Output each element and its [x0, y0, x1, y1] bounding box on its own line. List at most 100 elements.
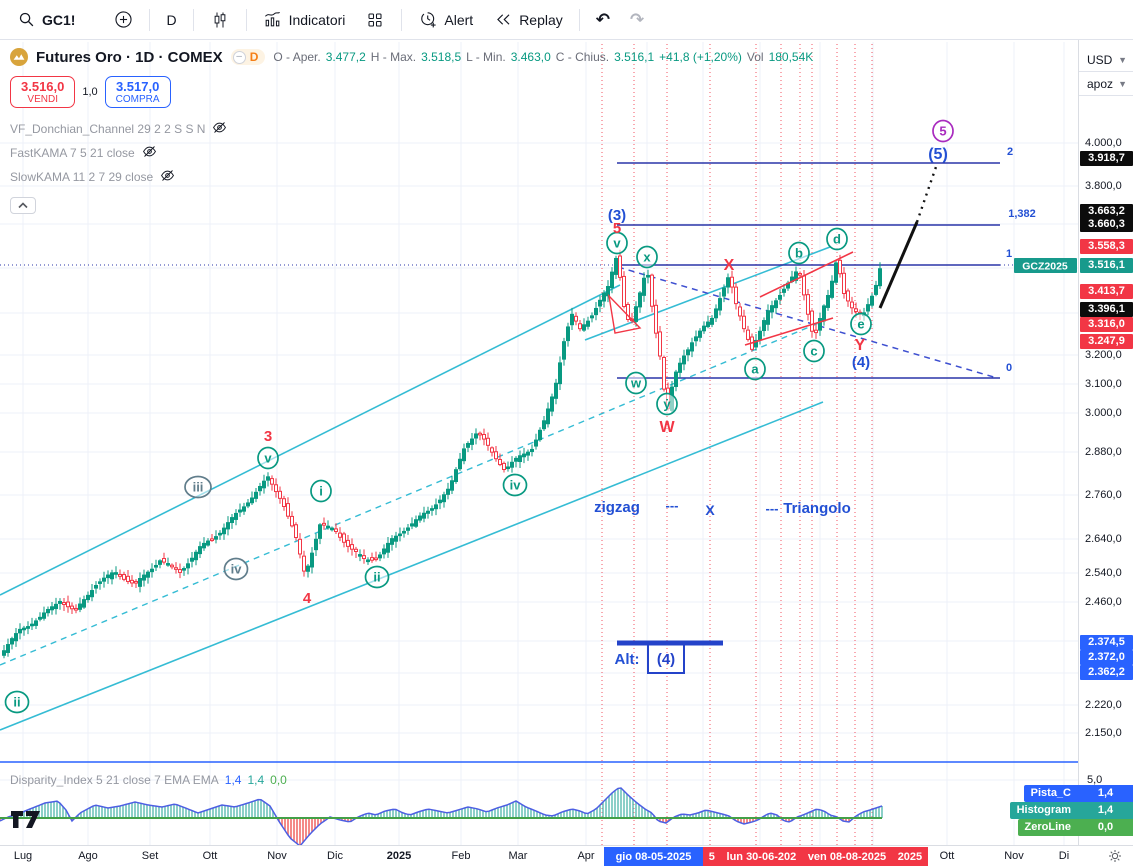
red-trend-lines[interactable]	[607, 251, 854, 346]
zeroline-value: 0,0	[270, 773, 287, 787]
indicators-button[interactable]: Indicatori	[255, 6, 354, 34]
price-badge: 3.316,0	[1080, 316, 1133, 332]
indicator-name: FastKAMA 7 5 21 close	[10, 146, 135, 160]
price-badge: 3.413,7	[1080, 283, 1133, 299]
collapse-legend-button[interactable]	[10, 197, 36, 214]
alt-wave-box[interactable]	[647, 643, 685, 674]
sell-button[interactable]: 3.516,0 VENDI	[10, 76, 76, 108]
interval-toggle[interactable]: – D	[230, 49, 266, 65]
price-badge: 2.362,2	[1080, 664, 1133, 680]
eye-off-icon[interactable]	[160, 168, 175, 186]
axis-settings-gear-icon[interactable]	[1107, 848, 1123, 866]
date-badge-text: gio 08-05-2025	[615, 850, 692, 863]
candlestick-style-icon	[210, 10, 230, 30]
eye-off-icon[interactable]	[212, 120, 227, 138]
chevron-down-icon: ▼	[1118, 54, 1127, 65]
tradingview-logo[interactable]	[10, 808, 44, 835]
alert-button[interactable]: Alert	[410, 6, 481, 34]
price-badge: 3.663,2	[1080, 203, 1133, 219]
svg-text:5: 5	[613, 220, 621, 237]
close-value: 3.516,1	[614, 50, 655, 64]
symbol-name: GC1!	[42, 11, 76, 28]
svg-text:ii: ii	[13, 695, 20, 710]
currency-dropdown[interactable]: USD ▼	[1079, 48, 1133, 72]
svg-text:i: i	[319, 484, 323, 499]
chart-style-button[interactable]	[202, 6, 238, 34]
compare-add-button[interactable]	[105, 6, 141, 34]
black-trend-line[interactable]	[878, 221, 919, 309]
symbol-search-button[interactable]: GC1!	[8, 6, 83, 34]
svg-text:Y: Y	[855, 337, 866, 354]
undo-button[interactable]: ↶	[588, 8, 618, 32]
pista-c-line	[0, 787, 883, 845]
price-tick: 2.540,0	[1085, 567, 1122, 579]
svg-text:v: v	[613, 236, 621, 251]
svg-text:5: 5	[939, 124, 946, 139]
indicator-row[interactable]: SlowKAMA 11 2 7 29 close	[10, 165, 227, 189]
buy-button[interactable]: 3.517,0 COMPRA	[104, 76, 171, 108]
open-label: O - Aper.	[273, 50, 321, 64]
time-label: Di	[1058, 850, 1070, 862]
svg-text:W: W	[659, 419, 675, 436]
redo-button[interactable]: ↷	[622, 8, 652, 32]
svg-text:ii: ii	[373, 570, 380, 585]
date-range-badge: 5 lun 30-06-202 ven 08-08-2025 2025	[703, 847, 928, 866]
svg-text:d: d	[833, 232, 841, 247]
time-label: Ott	[202, 850, 218, 862]
toolbar-divider	[192, 8, 194, 31]
interval-button[interactable]: D	[158, 8, 184, 32]
blue-dashed-projection[interactable]	[617, 266, 998, 379]
svg-text:zigzag: zigzag	[594, 499, 640, 516]
svg-text:X: X	[724, 257, 735, 274]
svg-text:X: X	[705, 502, 715, 518]
currency-label: USD	[1087, 52, 1113, 67]
undo-icon: ↶	[595, 9, 611, 29]
time-label: Set	[141, 850, 159, 862]
replay-button[interactable]: Replay	[485, 6, 571, 34]
unit-dropdown[interactable]: apoz ▼	[1079, 72, 1133, 96]
red-wedge[interactable]	[607, 293, 642, 334]
svg-text:w: w	[630, 376, 642, 391]
volume-value: 180,54K	[768, 50, 814, 64]
main-chart-canvas[interactable]: GCZ2025iiiiiviiviiivvxwẏabcde5345XWY(3)(…	[0, 40, 1078, 845]
svg-text:b: b	[795, 246, 803, 261]
svg-text:---: ---	[666, 498, 679, 513]
interval-label: D	[166, 11, 177, 28]
indicator-row[interactable]: FastKAMA 7 5 21 close	[10, 141, 227, 165]
replay-icon	[493, 10, 513, 30]
price-tick: 2.760,0	[1085, 489, 1122, 501]
date-range-badge: gio 08-05-2025	[604, 847, 703, 866]
histogram-value: 1,4	[247, 773, 265, 787]
lower-pane-legend[interactable]: Disparity_Index 5 21 close 7 EMA EMA 1,4…	[10, 773, 287, 787]
black-dotted-projection[interactable]	[915, 163, 939, 223]
indicator-row[interactable]: VF_Donchian_Channel 29 2 2 S S N	[10, 117, 227, 141]
cyan-trend-lines[interactable]	[0, 246, 831, 731]
unit-label: apoz	[1087, 76, 1114, 91]
close-label: C - Chius.	[555, 50, 610, 64]
symbol-title[interactable]: Futures Oro · 1D · COMEX	[36, 48, 223, 66]
time-label: Feb	[451, 850, 471, 862]
wave-text-labels[interactable]: 3 4 5 X W Y (3) (5) (4) zigzag --- X --- Triangolo Alt…	[264, 146, 1036, 668]
price-badge: 2.374,5	[1080, 634, 1133, 650]
grid-layout-icon	[365, 10, 385, 30]
sell-price: 3.516,0	[21, 79, 65, 94]
time-axis[interactable]: Lug Ago Set Ott Nov Dic 2025 Feb Mar Apr Ott Nov Di g…	[0, 845, 1133, 866]
price-axis[interactable]: USD ▼ apoz ▼ 4.000,0 3.800,0 3.200,0 3.100,…	[1078, 40, 1133, 845]
price-tick: 3.200,0	[1085, 349, 1122, 361]
price-tick: 3.100,0	[1085, 378, 1122, 390]
low-label: L - Min.	[466, 50, 506, 64]
redo-icon: ↷	[630, 9, 645, 29]
alert-label: Alert	[444, 11, 474, 28]
eye-off-icon[interactable]	[142, 144, 157, 162]
fib-level-lines[interactable]	[0, 162, 1016, 379]
time-label: Mar	[508, 850, 528, 862]
price-tick: 2.640,0	[1085, 533, 1122, 545]
svg-text:iii: iii	[193, 480, 204, 495]
series-value: 1,4	[1078, 785, 1133, 802]
layout-templates-button[interactable]	[357, 6, 393, 34]
svg-text:x: x	[643, 250, 651, 265]
svg-text:GCZ2025: GCZ2025	[1022, 261, 1068, 273]
buy-label: COMPRA	[115, 94, 160, 105]
date-badge-text: ven 08-08-2025	[807, 850, 887, 863]
